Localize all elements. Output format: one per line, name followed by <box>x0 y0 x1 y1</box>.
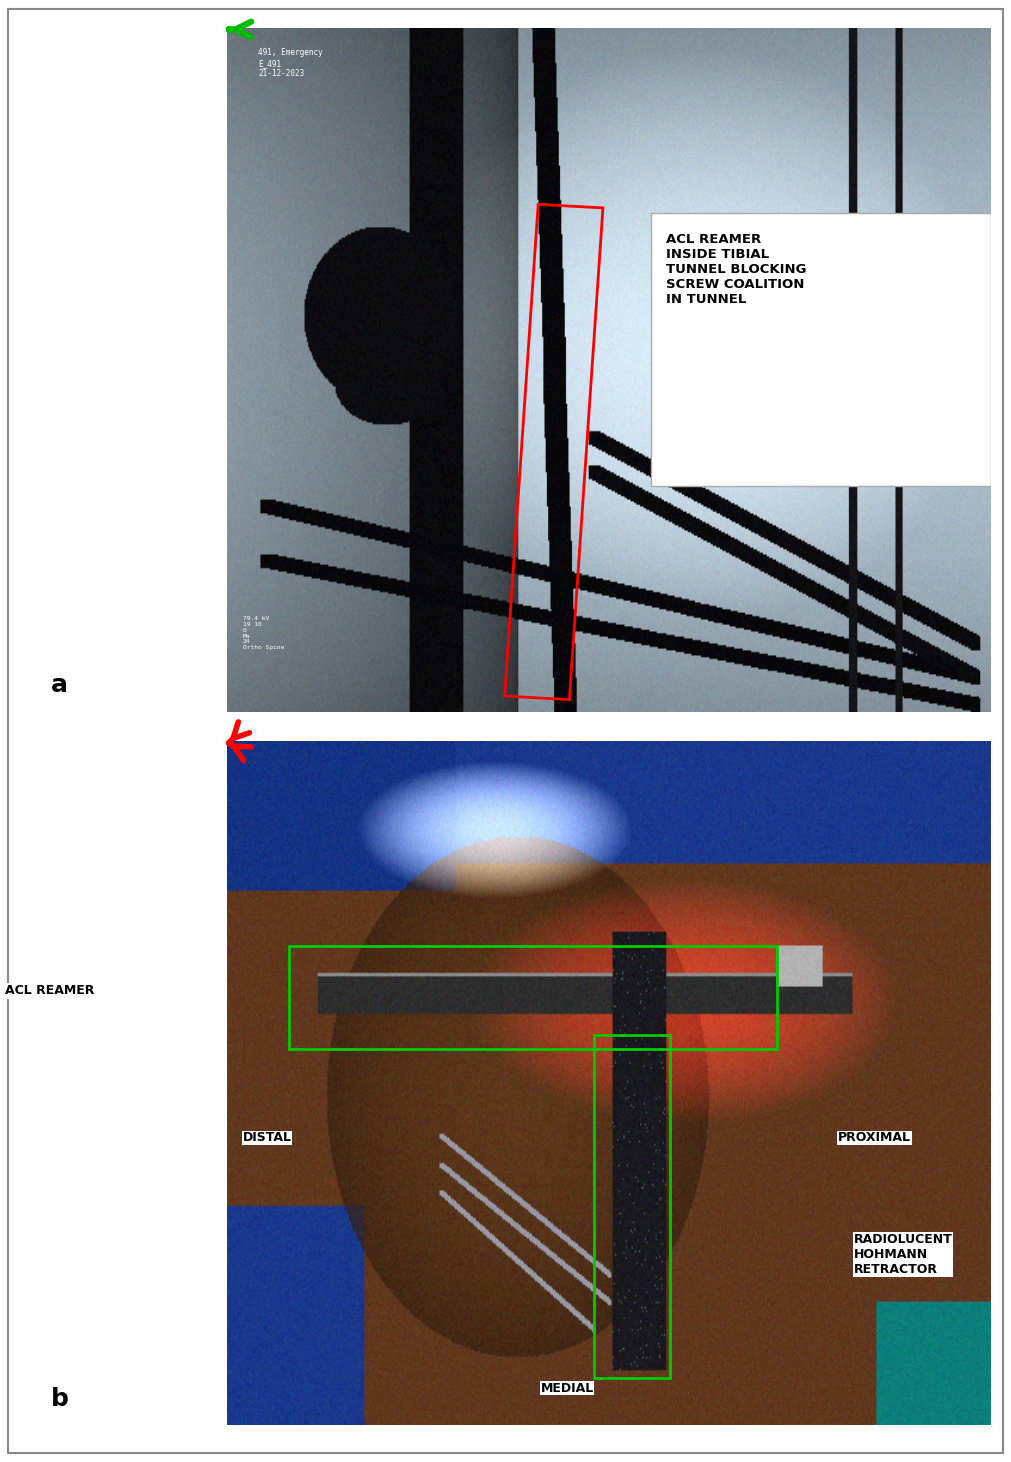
Bar <box>504 205 603 700</box>
Text: b: b <box>51 1387 69 1411</box>
Text: a: a <box>51 674 68 697</box>
Text: PROXIMAL: PROXIMAL <box>838 1132 911 1145</box>
FancyBboxPatch shape <box>651 212 991 487</box>
Bar <box>593 1035 670 1377</box>
Text: ACL REAMER: ACL REAMER <box>5 984 94 997</box>
Text: MEDIAL: MEDIAL <box>541 1382 593 1395</box>
Bar <box>288 946 777 1050</box>
Text: RADIOLUCENT
HOHMANN
RETRACTOR: RADIOLUCENT HOHMANN RETRACTOR <box>853 1232 952 1276</box>
Text: DISTAL: DISTAL <box>243 1132 292 1145</box>
Text: 491, Emergency
E_491
21-12-2023: 491, Emergency E_491 21-12-2023 <box>258 48 323 77</box>
Text: ACL REAMER
INSIDE TIBIAL
TUNNEL BLOCKING
SCREW COALITION
IN TUNNEL: ACL REAMER INSIDE TIBIAL TUNNEL BLOCKING… <box>666 232 807 306</box>
Text: 79.4 kV
19 10
0
Ma
24
Ortho Spine: 79.4 kV 19 10 0 Ma 24 Ortho Spine <box>243 616 284 651</box>
